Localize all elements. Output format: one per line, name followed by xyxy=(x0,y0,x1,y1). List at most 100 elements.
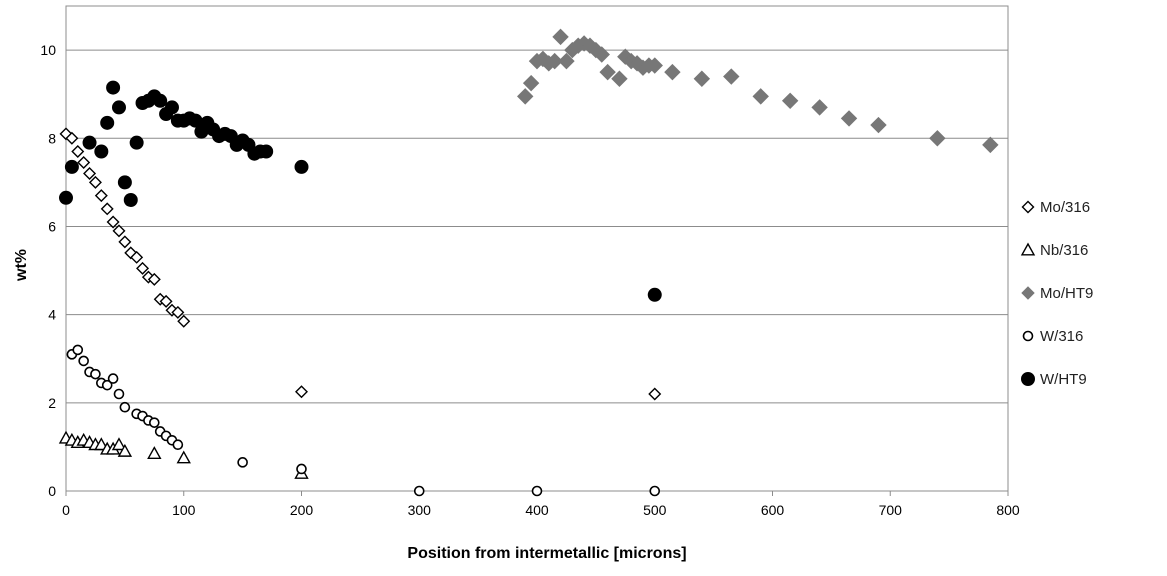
data-point-mo-316 xyxy=(94,189,108,203)
y-tick-label: 4 xyxy=(48,307,56,323)
legend-marker-mo-ht9 xyxy=(1021,286,1035,300)
data-point-mo-316 xyxy=(159,294,173,308)
legend-label-nb-316: Nb/316 xyxy=(1040,242,1088,259)
data-point-w-316 xyxy=(72,344,84,356)
data-point-mo-ht9 xyxy=(664,63,681,81)
x-tick-label: 400 xyxy=(525,502,549,518)
data-point-w-ht9 xyxy=(117,175,132,190)
data-point-nb-316 xyxy=(111,437,127,451)
data-point-mo-316 xyxy=(136,261,150,275)
x-tick-label: 600 xyxy=(761,502,785,518)
legend-item-w-ht9: W/HT9 xyxy=(1021,371,1087,388)
data-point-w-316 xyxy=(90,368,101,380)
x-tick-label: 500 xyxy=(643,502,667,518)
data-point-w-ht9 xyxy=(100,115,115,130)
y-tick-label: 6 xyxy=(48,218,56,234)
x-axis-title: Position from intermetallic [microns] xyxy=(407,545,686,562)
data-point-mo-316 xyxy=(118,235,132,249)
y-tick-label: 0 xyxy=(48,483,56,499)
data-point-mo-ht9 xyxy=(517,88,534,105)
data-point-mo-ht9 xyxy=(982,136,999,154)
x-tick-label: 0 xyxy=(62,502,70,518)
data-point-nb-316 xyxy=(94,437,109,451)
data-point-mo-ht9 xyxy=(723,68,740,85)
y-tick-label: 8 xyxy=(48,130,56,146)
legend-item-w-316: W/316 xyxy=(1022,328,1083,345)
data-point-mo-ht9 xyxy=(752,88,769,105)
data-point-w-316 xyxy=(119,401,131,413)
data-point-mo-316 xyxy=(65,131,79,145)
data-point-mo-ht9 xyxy=(558,52,575,70)
legend-item-nb-316: Nb/316 xyxy=(1020,242,1088,259)
series-mo-316 xyxy=(59,127,662,401)
data-point-mo-ht9 xyxy=(522,74,540,92)
legend-label-mo-316: Mo/316 xyxy=(1040,199,1090,216)
data-point-mo-316 xyxy=(71,145,85,158)
data-point-mo-316 xyxy=(648,387,662,401)
data-point-w-ht9 xyxy=(106,80,121,95)
data-point-mo-ht9 xyxy=(840,110,858,127)
legend-label-mo-ht9: Mo/HT9 xyxy=(1040,285,1093,302)
data-point-mo-ht9 xyxy=(929,130,946,147)
legend-marker-mo-316 xyxy=(1021,200,1035,214)
data-point-nb-316 xyxy=(117,443,133,457)
data-point-w-ht9 xyxy=(294,159,309,174)
data-point-mo-ht9 xyxy=(611,70,628,87)
data-point-w-316 xyxy=(113,388,125,400)
data-point-mo-316 xyxy=(147,272,161,286)
data-point-w-316 xyxy=(149,417,160,428)
data-point-w-316 xyxy=(107,373,119,384)
data-point-mo-316 xyxy=(83,167,97,181)
data-point-nb-316 xyxy=(147,446,162,460)
data-point-w-316 xyxy=(78,355,89,367)
data-point-w-ht9 xyxy=(647,287,662,302)
data-point-w-ht9 xyxy=(123,193,138,207)
data-point-mo-ht9 xyxy=(599,63,616,81)
legend-marker-w-ht9 xyxy=(1021,372,1035,386)
data-point-w-316 xyxy=(296,463,307,475)
data-point-mo-316 xyxy=(77,156,91,170)
data-point-w-ht9 xyxy=(164,100,179,115)
gridlines xyxy=(66,49,1008,404)
data-point-w-316 xyxy=(237,457,248,468)
data-point-w-ht9 xyxy=(82,135,97,150)
data-point-w-ht9 xyxy=(153,93,168,108)
y-tick-label: 10 xyxy=(40,42,56,58)
data-point-w-316 xyxy=(531,485,543,497)
data-point-mo-ht9 xyxy=(552,28,569,46)
series-w-316 xyxy=(66,344,661,497)
legend-label-w-316: W/316 xyxy=(1040,328,1083,345)
data-point-mo-ht9 xyxy=(870,116,887,134)
legend: Mo/316 Nb/316 Mo/HT9 W/316 W/HT9 xyxy=(1020,199,1093,388)
data-point-w-316 xyxy=(649,485,661,497)
series-mo-ht9 xyxy=(517,28,999,154)
y-axis-title: wt% xyxy=(13,249,30,282)
legend-marker-nb-316 xyxy=(1020,242,1036,256)
data-point-w-ht9 xyxy=(129,135,144,150)
legend-item-mo-316: Mo/316 xyxy=(1021,199,1090,216)
data-point-mo-316 xyxy=(171,305,185,319)
data-point-w-316 xyxy=(101,379,113,391)
data-series xyxy=(58,28,999,497)
data-point-mo-316 xyxy=(130,250,144,264)
data-point-mo-316 xyxy=(88,175,102,189)
plot-area xyxy=(65,5,1009,492)
data-point-mo-316 xyxy=(177,314,191,328)
x-tick-label: 800 xyxy=(996,502,1020,518)
data-point-mo-316 xyxy=(106,215,120,229)
data-point-mo-316 xyxy=(100,202,114,216)
y-tick-label: 2 xyxy=(48,395,56,411)
data-point-mo-ht9 xyxy=(693,70,711,87)
legend-item-mo-ht9: Mo/HT9 xyxy=(1021,285,1093,302)
data-point-mo-ht9 xyxy=(781,92,799,110)
series-w-ht9 xyxy=(59,80,662,302)
series-nb-316 xyxy=(58,430,309,479)
data-point-nb-316 xyxy=(176,450,191,464)
data-point-mo-ht9 xyxy=(593,46,610,63)
x-tick-label: 300 xyxy=(408,502,432,518)
data-point-mo-ht9 xyxy=(546,52,563,70)
data-point-w-316 xyxy=(413,485,425,497)
data-point-w-ht9 xyxy=(94,144,109,159)
